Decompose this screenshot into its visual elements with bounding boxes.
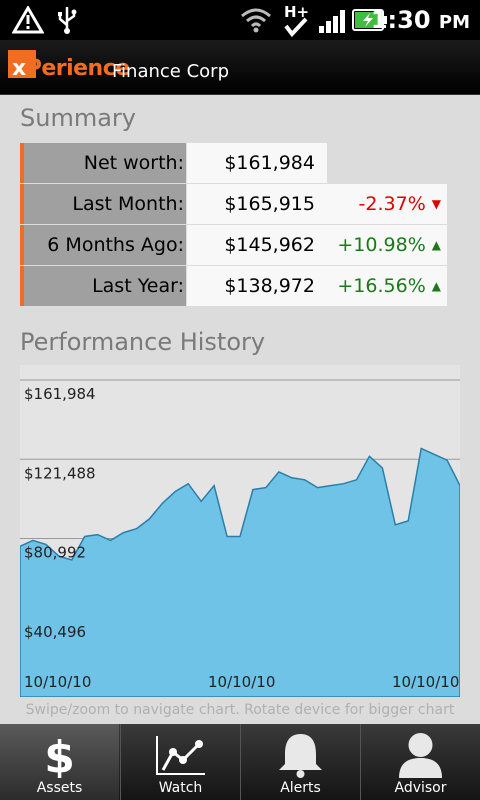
tab-label: Watch (158, 780, 203, 796)
tab-label: Advisor (394, 780, 447, 796)
tab-assets[interactable]: $ Assets (0, 724, 119, 800)
wifi-icon (241, 8, 271, 33)
summary-row-last-year: Last Year: $138,972 +16.56% ▲ (20, 266, 447, 306)
y-tick-label: $40,496 (24, 623, 86, 641)
tab-divider (120, 724, 121, 800)
company-name: Finance Corp (112, 61, 229, 82)
dollar-icon: $ (44, 732, 75, 778)
chart-hint: Swipe/zoom to navigate chart. Rotate dev… (25, 702, 455, 718)
status-bar: H+ 1:30 PM (0, 0, 480, 40)
summary-label: Last Year: (92, 275, 184, 297)
hplus-data-icon: H+ (284, 3, 309, 38)
y-tick-label: $121,488 (24, 464, 96, 482)
down-arrow-icon: ▼ (431, 197, 441, 211)
summary-value: $165,915 (224, 193, 315, 215)
bell-icon (279, 734, 322, 778)
chart-svg[interactable]: $161,984 $121,488 $80,992 $40,496 10/10/10 1… (19, 365, 461, 698)
x-tick-label: 10/10/10 (392, 673, 459, 691)
change-cell: +10.98% ▲ (327, 225, 447, 265)
summary-table: Net worth: $161,984 Last Month: $165,915… (20, 143, 447, 307)
tab-label: Alerts (280, 780, 321, 796)
usb-icon (58, 7, 77, 34)
change-value: +10.98% (337, 234, 426, 256)
summary-label: Net worth: (83, 152, 184, 174)
title-bar (0, 40, 480, 95)
chart-area (19, 447, 461, 698)
x-tick-label: 10/10/10 (24, 673, 91, 691)
person-icon (399, 733, 442, 778)
performance-title: Performance History (20, 328, 266, 356)
summary-label: Last Month: (72, 193, 184, 215)
change-value: +16.56% (337, 275, 426, 297)
summary-value: $161,984 (224, 152, 315, 174)
tab-divider (360, 724, 361, 800)
summary-label: 6 Months Ago: (47, 234, 184, 256)
change-value: -2.37% (358, 193, 426, 215)
summary-value: $138,972 (224, 275, 315, 297)
y-tick-label: $161,984 (24, 385, 96, 403)
tab-divider (240, 724, 241, 800)
tab-advisor[interactable]: Advisor (361, 724, 480, 800)
summary-title: Summary (20, 104, 136, 132)
battery-charging-icon (352, 9, 387, 31)
y-tick-label: $80,992 (24, 544, 86, 562)
logo-square (8, 50, 36, 78)
svg-text:$: $ (44, 732, 75, 778)
tab-watch[interactable]: Watch (121, 724, 240, 800)
line-chart-icon (156, 736, 205, 775)
change-cell: +16.56% ▲ (327, 266, 447, 306)
signal-icon (319, 10, 345, 33)
change-cell: -2.37% ▼ (327, 184, 447, 224)
clock: 1:30 PM (370, 6, 470, 34)
app-logo: xPerience (12, 56, 130, 81)
tab-alerts[interactable]: Alerts (241, 724, 360, 800)
x-tick-label: 10/10/10 (208, 673, 275, 691)
tab-label: Assets (36, 780, 83, 796)
summary-row-net-worth: Net worth: $161,984 (20, 143, 447, 183)
svg-text:H+: H+ (284, 3, 309, 21)
up-arrow-icon: ▲ (431, 279, 441, 293)
summary-value: $145,962 (224, 234, 315, 256)
summary-row-6-months: 6 Months Ago: $145,962 +10.98% ▲ (20, 225, 447, 265)
up-arrow-icon: ▲ (431, 238, 441, 252)
summary-row-last-month: Last Month: $165,915 -2.37% ▼ (20, 184, 447, 224)
warning-icon (12, 6, 44, 34)
performance-chart[interactable]: $161,984 $121,488 $80,992 $40,496 10/10/10 1… (19, 365, 461, 698)
